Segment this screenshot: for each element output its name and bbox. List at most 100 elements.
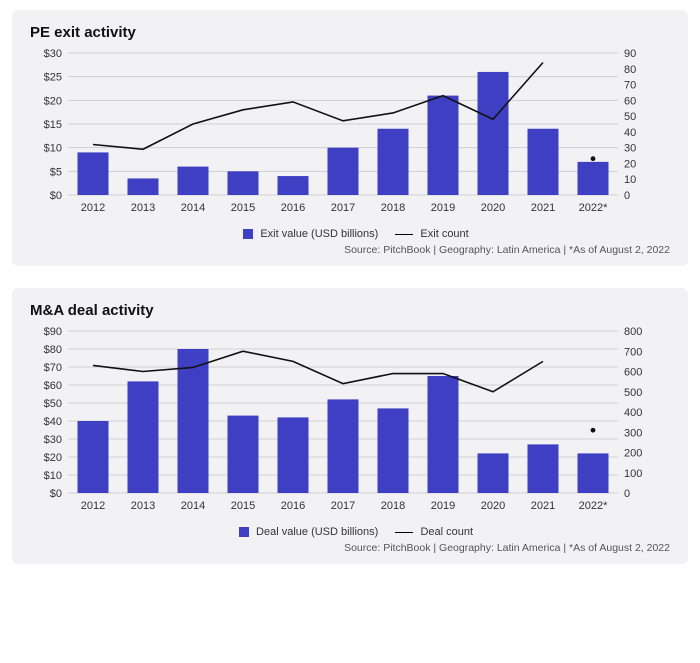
bar: [428, 376, 459, 493]
svg-text:$90: $90: [44, 326, 62, 338]
ma-deal-title: M&A deal activity: [30, 302, 670, 319]
svg-text:2013: 2013: [131, 202, 155, 214]
bar: [478, 72, 509, 195]
svg-text:100: 100: [624, 468, 642, 480]
svg-text:70: 70: [624, 80, 636, 92]
svg-text:50: 50: [624, 111, 636, 123]
pe-exit-legend-bars: Exit value (USD billions): [260, 228, 378, 240]
bar: [428, 96, 459, 195]
svg-text:$30: $30: [44, 434, 62, 446]
bar: [278, 417, 309, 493]
svg-text:$25: $25: [44, 72, 62, 84]
bar: [378, 408, 409, 493]
svg-text:2020: 2020: [481, 202, 505, 214]
svg-text:2020: 2020: [481, 500, 505, 512]
svg-text:0: 0: [624, 488, 630, 500]
svg-text:30: 30: [624, 143, 636, 155]
bar: [278, 176, 309, 195]
line-swatch-icon: [395, 234, 413, 235]
page: PE exit activity $0$5$10$15$20$25$300102…: [0, 0, 700, 663]
svg-text:90: 90: [624, 48, 636, 60]
svg-text:$5: $5: [50, 166, 62, 178]
ma-deal-legend: Deal value (USD billions) Deal count: [30, 526, 670, 538]
svg-text:2018: 2018: [381, 500, 405, 512]
svg-text:2018: 2018: [381, 202, 405, 214]
svg-text:80: 80: [624, 64, 636, 76]
line-point-2022: [591, 428, 596, 433]
svg-text:0: 0: [624, 190, 630, 202]
bar: [128, 381, 159, 493]
svg-text:300: 300: [624, 427, 642, 439]
ma-deal-legend-line: Deal count: [420, 526, 473, 538]
ma-deal-chart: $0 $10 $20 $30 $40 $50 $60 $70 $80 $90 0 100 200 300 4…: [30, 325, 670, 520]
svg-text:$10: $10: [44, 143, 62, 155]
bar: [478, 453, 509, 493]
bar: [178, 167, 209, 195]
ma-deal-legend-bars: Deal value (USD billions): [256, 526, 378, 538]
svg-text:$0: $0: [50, 190, 62, 202]
svg-text:700: 700: [624, 346, 642, 358]
line-swatch-icon: [395, 532, 413, 533]
bar-swatch-icon: [243, 229, 253, 239]
svg-text:$50: $50: [44, 398, 62, 410]
svg-text:2014: 2014: [181, 500, 205, 512]
pe-exit-legend-line: Exit count: [420, 228, 468, 240]
svg-text:$10: $10: [44, 470, 62, 482]
pe-exit-panel: PE exit activity $0$5$10$15$20$25$300102…: [12, 10, 688, 266]
svg-text:$0: $0: [50, 488, 62, 500]
bar: [328, 399, 359, 493]
bar: [78, 421, 109, 493]
svg-text:$20: $20: [44, 95, 62, 107]
pe-exit-svg: $0 $5 $10 $15 $20 $25 $30 0 10 20 30 40 50 60 70 80 90 20…: [30, 47, 650, 217]
svg-text:10: 10: [624, 174, 636, 186]
svg-text:$70: $70: [44, 362, 62, 374]
bar: [528, 129, 559, 195]
ma-deal-panel: M&A deal activity $0 $10 $20 $30 $40 $50 $60 $7…: [12, 288, 688, 564]
svg-text:$15: $15: [44, 119, 62, 131]
svg-text:2016: 2016: [281, 202, 305, 214]
svg-text:$30: $30: [44, 48, 62, 60]
line-series: [93, 351, 543, 392]
svg-text:500: 500: [624, 387, 642, 399]
bar: [228, 416, 259, 493]
ma-deal-source: Source: PitchBook | Geography: Latin Ame…: [30, 542, 670, 554]
bar: [228, 171, 259, 195]
bar: [528, 444, 559, 493]
svg-text:$40: $40: [44, 416, 62, 428]
svg-text:2015: 2015: [231, 500, 255, 512]
svg-text:600: 600: [624, 367, 642, 379]
svg-text:$60: $60: [44, 380, 62, 392]
svg-text:2022*: 2022*: [579, 202, 608, 214]
bar: [328, 148, 359, 195]
svg-text:2021: 2021: [531, 202, 555, 214]
bar-swatch-icon: [239, 527, 249, 537]
svg-text:20: 20: [624, 158, 636, 170]
svg-text:$80: $80: [44, 344, 62, 356]
pe-exit-source: Source: PitchBook | Geography: Latin Ame…: [30, 244, 670, 256]
svg-text:2019: 2019: [431, 500, 455, 512]
svg-text:40: 40: [624, 127, 636, 139]
svg-text:60: 60: [624, 95, 636, 107]
svg-text:2021: 2021: [531, 500, 555, 512]
bar: [578, 453, 609, 493]
svg-text:2017: 2017: [331, 500, 355, 512]
svg-text:400: 400: [624, 407, 642, 419]
svg-text:2019: 2019: [431, 202, 455, 214]
svg-text:2022*: 2022*: [579, 500, 608, 512]
svg-text:2012: 2012: [81, 202, 105, 214]
bar: [578, 162, 609, 195]
svg-text:2012: 2012: [81, 500, 105, 512]
svg-text:2016: 2016: [281, 500, 305, 512]
svg-text:200: 200: [624, 448, 642, 460]
bar: [178, 349, 209, 493]
svg-text:2013: 2013: [131, 500, 155, 512]
svg-text:$20: $20: [44, 452, 62, 464]
svg-text:2015: 2015: [231, 202, 255, 214]
svg-text:2014: 2014: [181, 202, 205, 214]
pe-exit-chart: $0 $5 $10 $15 $20 $25 $30 0 10 20 30 40 50 60 70 80 90 20…: [30, 47, 670, 222]
bar: [378, 129, 409, 195]
bar: [78, 152, 109, 195]
svg-text:800: 800: [624, 326, 642, 338]
line-point-2022: [591, 156, 596, 161]
bar: [128, 178, 159, 195]
